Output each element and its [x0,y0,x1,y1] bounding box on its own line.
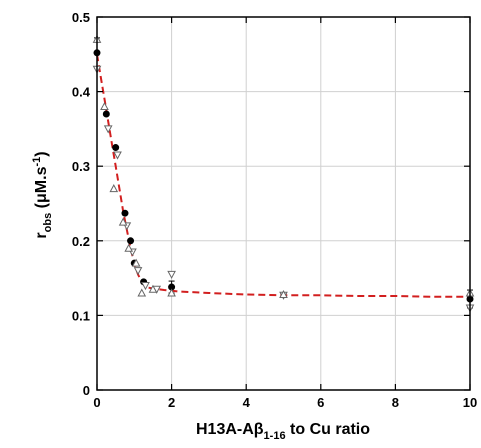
data-point-open-triangle-down [103,125,113,134]
x-tick-label: 6 [317,395,324,410]
data-point-filled-circle [112,144,120,152]
x-label-rest: to Cu ratio [286,421,371,438]
data-point-filled-circle [121,209,129,217]
x-tick-label: 2 [168,395,175,410]
x-tick-label: 4 [243,395,251,410]
x-tick-label: 10 [463,395,477,410]
x-tick-label: 0 [93,395,100,410]
x-label-sub: 1-16 [264,430,286,442]
data-point-open-triangle-down [167,270,176,279]
data-point-open-triangle-up [167,288,176,297]
fit-curve [96,54,470,298]
y-label-sub: obs [42,213,54,233]
x-tick-labels: 0 2 4 6 8 10 [93,395,477,410]
data-point-open-triangle-up [137,288,147,297]
y-tick-label: 0.3 [72,159,90,174]
y-label-unit: (μM.s [33,166,50,212]
y-tick-label: 0.5 [72,10,90,25]
axis-ticks [96,16,471,391]
data-point-open-triangle-down [113,151,122,160]
y-label-sup: -1 [31,157,43,167]
y-tick-label: 0 [83,383,90,398]
plot-frame [96,16,471,391]
x-tick-label: 8 [392,395,399,410]
y-axis-label: robs (μM.s-1) [31,151,54,238]
y-tick-labels: 0 0.1 0.2 0.3 0.4 0.5 [72,10,91,398]
y-label-close: ) [33,151,50,156]
data-point-open-triangle-up [279,289,288,299]
data-point-open-triangle-up [118,217,128,226]
x-label-beta: β [254,421,264,438]
x-axis-label: H13A-Aβ1-16 to Cu ratio [196,421,370,442]
data-point-open-triangle-up [109,184,119,193]
data-points [92,34,475,313]
fit-line [96,54,470,298]
data-point-filled-circle [168,283,176,291]
data-point-filled-circle [102,110,110,118]
data-point-filled-circle [127,237,135,245]
data-point-open-triangle-up [124,243,134,252]
data-point-open-triangle-up [148,284,158,293]
y-tick-label: 0.1 [72,308,90,323]
x-label-main: H13A-A [196,421,254,438]
grid [97,17,470,390]
y-tick-label: 0.2 [72,234,90,249]
data-point-open-triangle-up [131,258,141,267]
y-tick-label: 0.4 [72,85,91,100]
data-point-open-triangle-up [100,101,109,111]
data-point-open-triangle-down [141,282,150,291]
data-point-open-triangle-down [133,267,143,276]
y-label-main: r [33,232,50,238]
